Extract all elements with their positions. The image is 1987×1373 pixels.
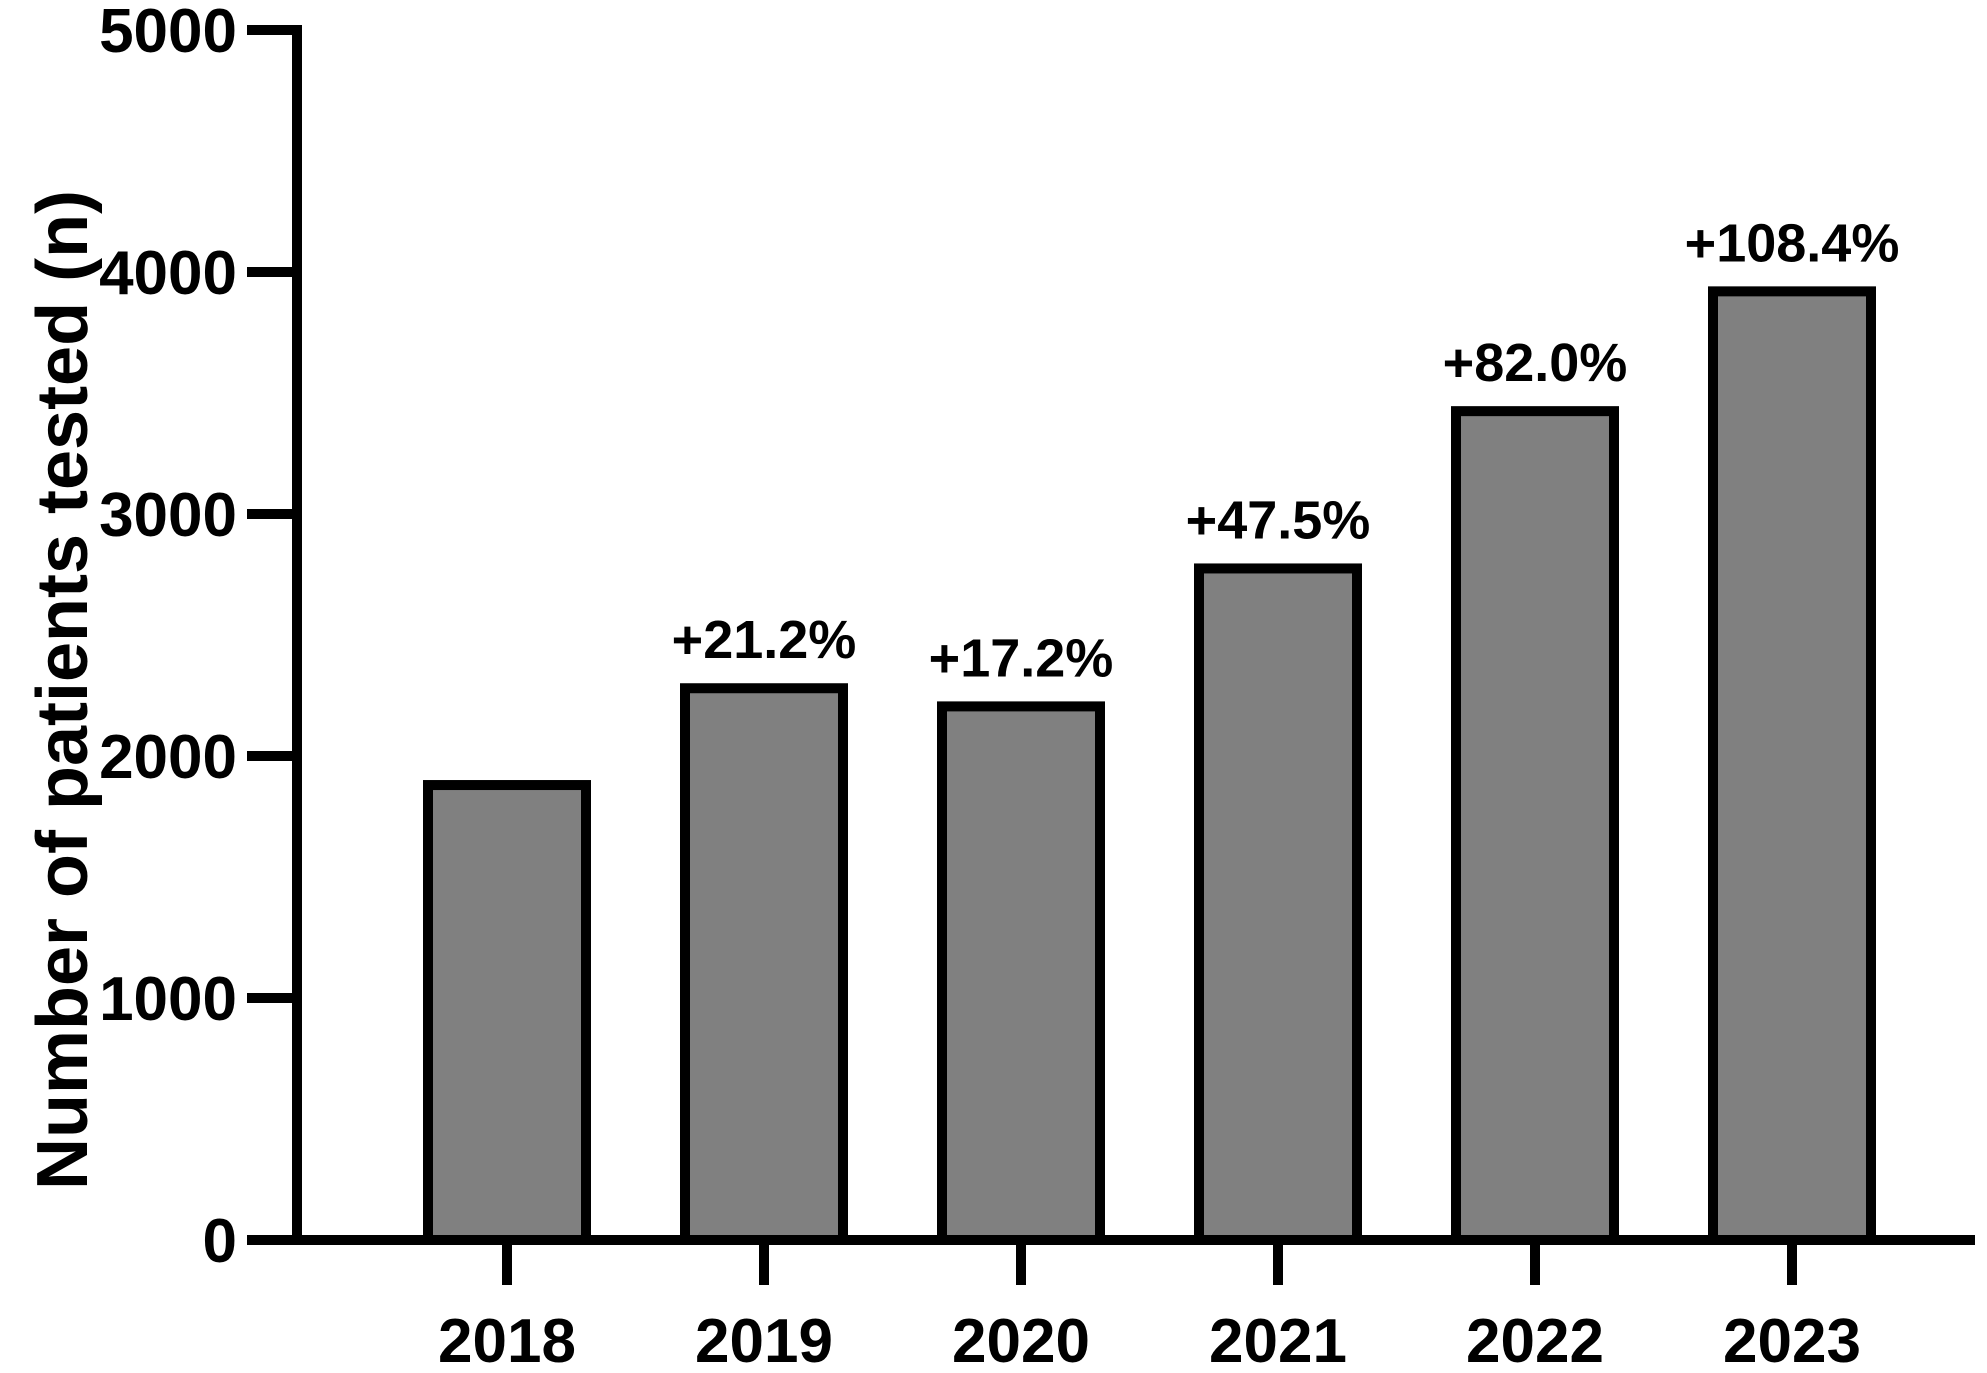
data-label-2021: +47.5% — [1186, 490, 1371, 550]
x-ticks: 2018 2019 2020 2021 2022 2023 — [438, 1240, 1861, 1373]
plot-area: +21.2% +17.2% +47.5% +82.0% +108.4% 0 1000 200… — [99, 0, 1975, 1373]
data-label-2020: +17.2% — [929, 628, 1114, 688]
y-tick-label-3000: 3000 — [99, 481, 237, 550]
bar-2019 — [680, 683, 848, 1245]
y-tick-label-5000: 5000 — [99, 0, 237, 66]
x-tick-label-2021: 2021 — [1209, 1307, 1347, 1373]
y-ticks: 0 1000 2000 3000 4000 5000 — [99, 0, 297, 1276]
y-tick-label-0: 0 — [203, 1207, 237, 1276]
y-tick-label-4000: 4000 — [99, 239, 237, 308]
data-label-2022: +82.0% — [1443, 333, 1628, 393]
x-tick-label-2020: 2020 — [952, 1307, 1090, 1373]
bar-2021 — [1194, 563, 1362, 1245]
x-tick-label-2023: 2023 — [1723, 1307, 1861, 1373]
bar-2022 — [1451, 406, 1619, 1245]
bars — [423, 286, 1876, 1245]
axes — [292, 25, 1975, 1245]
bar-2018 — [423, 780, 591, 1245]
y-tick-label-2000: 2000 — [99, 723, 237, 792]
x-tick-label-2018: 2018 — [438, 1307, 576, 1373]
x-tick-label-2022: 2022 — [1466, 1307, 1604, 1373]
bar-2023 — [1708, 286, 1876, 1245]
y-axis-title: Number of patients tested (n) — [23, 190, 103, 1190]
data-label-2023: +108.4% — [1685, 213, 1900, 273]
y-tick-label-1000: 1000 — [99, 965, 237, 1034]
bar-2020 — [937, 701, 1105, 1245]
data-label-2019: +21.2% — [672, 610, 857, 670]
x-tick-label-2019: 2019 — [695, 1307, 833, 1373]
y-axis-title-group: Number of patients tested (n) — [23, 190, 103, 1190]
data-labels: +21.2% +17.2% +47.5% +82.0% +108.4% — [672, 213, 1900, 688]
